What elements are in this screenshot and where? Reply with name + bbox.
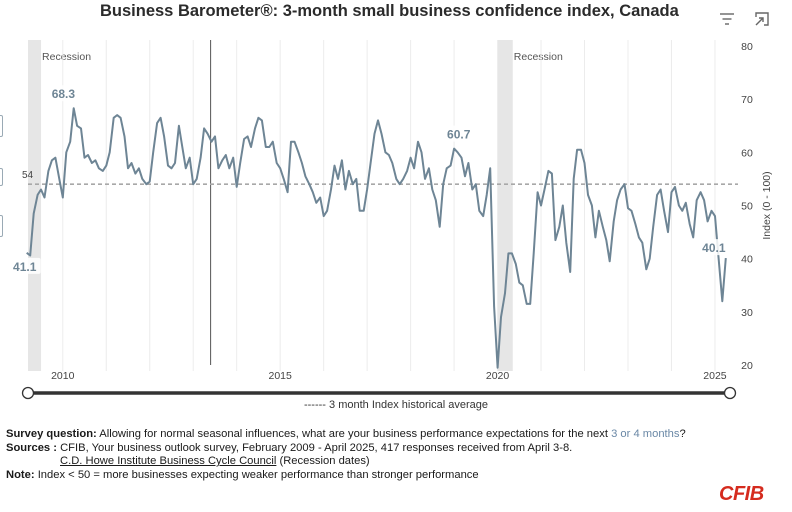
recession-band [497, 40, 513, 371]
data-label: 40.1 [702, 241, 726, 255]
expand-icon[interactable] [753, 10, 771, 28]
survey-question-label: Survey question: [6, 428, 97, 440]
left-edge-tab[interactable] [0, 115, 3, 137]
data-label-bg [442, 125, 475, 142]
x-tick-label: 2010 [51, 370, 75, 382]
chart-area: Recession Recession 54 20 30 40 50 60 70 80 Inde… [8, 40, 773, 400]
annotations: 41.1 68.3 60.7 40.1 [8, 85, 730, 274]
note-text: Index < 50 = more businesses expecting w… [37, 468, 479, 481]
sources-label: Sources : [6, 441, 57, 454]
y-tick-label: 30 [741, 307, 753, 319]
note-label: Note: [6, 468, 35, 481]
x-tick-label: 2020 [486, 370, 510, 382]
navigator-handle-right[interactable] [723, 386, 737, 400]
y-tick-label: 40 [741, 254, 753, 266]
data-label-bg [47, 85, 80, 102]
left-edge-tab[interactable] [0, 168, 3, 186]
x-tick-label: 2025 [703, 370, 727, 382]
y-tick-label: 60 [741, 147, 753, 159]
y-tick-label: 50 [741, 201, 753, 213]
note-row: Note: Index < 50 = more businesses expec… [6, 469, 786, 483]
x-axis: 2010 2015 2020 2025 [51, 370, 727, 382]
survey-question-end: ? [679, 428, 686, 440]
y-axis-label: Index (0 - 100) [761, 171, 773, 239]
x-tick-label: 2015 [268, 370, 292, 382]
data-label-bg [697, 239, 730, 256]
chart-title: Business Barometer®: 3-month small busin… [100, 2, 679, 20]
recession-label: Recession [514, 51, 563, 63]
sources-row: Sources : CFIB, Your business outlook su… [6, 442, 786, 456]
howe-text: (Recession dates) [279, 455, 370, 467]
cfib-logo: CFIB [719, 483, 764, 505]
left-edge-tab[interactable] [0, 215, 3, 237]
survey-question-period: 3 or 4 months [611, 428, 680, 440]
average-line: 54 [22, 170, 738, 186]
series-line [26, 107, 727, 369]
recession-label: Recession [42, 51, 91, 63]
filter-icon[interactable] [718, 10, 736, 28]
howe-link[interactable]: C.D. Howe Institute Business Cycle Counc… [60, 455, 277, 467]
legend-average[interactable]: ------ 3 month Index historical average [303, 399, 488, 411]
survey-question-row: Survey question: Allowing for normal sea… [6, 428, 786, 442]
y-axis: 20 30 40 50 60 70 80 Index (0 - 100) [741, 41, 773, 372]
average-label: 54 [22, 170, 34, 181]
sources-text: CFIB, Your business outlook survey, Febr… [60, 441, 573, 454]
howe-row: C.D. Howe Institute Business Cycle Counc… [6, 455, 786, 469]
navigator-handle-left[interactable] [21, 386, 35, 400]
recession-bands: Recession Recession [28, 40, 563, 371]
data-label-bg [8, 257, 41, 274]
data-label: 60.7 [447, 128, 471, 142]
y-tick-label: 20 [741, 360, 753, 372]
y-tick-label: 70 [741, 94, 753, 106]
navigator [21, 386, 737, 400]
notes-block: Survey question: Allowing for normal sea… [6, 428, 786, 482]
data-label: 68.3 [52, 87, 76, 101]
data-label: 41.1 [13, 260, 37, 274]
y-tick-label: 80 [741, 41, 753, 53]
survey-question-text: Allowing for normal seasonal influences,… [99, 428, 608, 440]
series-lines [26, 107, 727, 369]
